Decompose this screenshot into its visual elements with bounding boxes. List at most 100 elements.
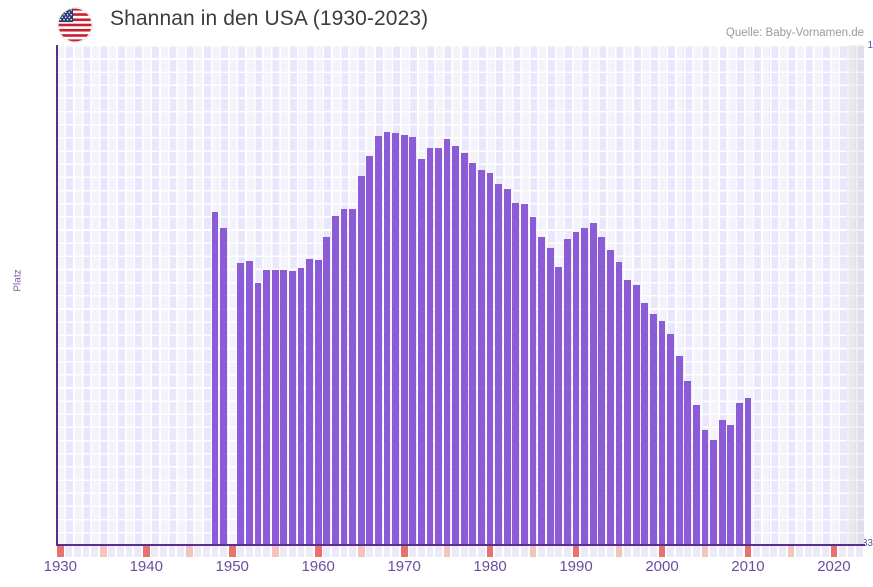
x-tick-marker	[99, 546, 107, 557]
bar[interactable]	[555, 266, 563, 545]
bar[interactable]	[546, 247, 554, 545]
bar[interactable]	[521, 203, 528, 545]
bar[interactable]	[288, 271, 296, 545]
x-tick-marker	[572, 546, 580, 557]
bar[interactable]	[211, 212, 219, 545]
bar[interactable]	[400, 135, 408, 545]
bar[interactable]	[735, 403, 743, 545]
x-tick-marker	[770, 546, 778, 557]
bar[interactable]	[607, 250, 614, 545]
x-tick-marker	[813, 546, 821, 557]
x-tick-marker	[761, 546, 769, 557]
bar[interactable]	[331, 215, 339, 545]
bar[interactable]	[220, 227, 227, 545]
bar[interactable]	[667, 334, 674, 545]
bar[interactable]	[589, 223, 597, 545]
bar[interactable]	[598, 236, 606, 545]
bar[interactable]	[306, 258, 313, 545]
bar[interactable]	[572, 232, 580, 545]
x-tick-marker	[598, 546, 606, 557]
bar[interactable]	[727, 424, 735, 545]
bar[interactable]	[280, 270, 288, 545]
bar[interactable]	[684, 380, 692, 545]
bar[interactable]	[701, 429, 709, 545]
bar[interactable]	[503, 189, 511, 545]
bar[interactable]	[624, 280, 631, 545]
bar[interactable]	[469, 162, 477, 545]
bar[interactable]	[254, 283, 262, 545]
bar[interactable]	[675, 355, 683, 545]
bar[interactable]	[443, 138, 451, 545]
bar[interactable]	[426, 147, 434, 545]
x-tick-marker	[658, 546, 666, 557]
bar[interactable]	[366, 156, 374, 545]
bar[interactable]	[710, 439, 717, 545]
x-tick-marker	[340, 546, 348, 557]
bar[interactable]	[383, 131, 391, 545]
x-tick-marker	[615, 546, 623, 557]
bar[interactable]	[271, 270, 279, 545]
bar[interactable]	[374, 136, 382, 545]
x-axis-tick-label: 2010	[731, 558, 765, 575]
x-tick-marker	[108, 546, 116, 557]
y-axis-label: Platz	[12, 269, 24, 292]
x-tick-marker	[632, 546, 640, 557]
bar[interactable]	[460, 152, 468, 545]
bar[interactable]	[349, 208, 356, 545]
bar[interactable]	[297, 268, 305, 545]
x-tick-marker	[56, 546, 64, 557]
bar[interactable]	[692, 405, 700, 545]
x-tick-marker	[478, 546, 485, 557]
bar[interactable]	[538, 237, 546, 545]
x-tick-marker	[65, 546, 73, 557]
bar[interactable]	[650, 313, 657, 545]
bar[interactable]	[392, 133, 399, 545]
bar[interactable]	[529, 216, 537, 545]
bar[interactable]	[452, 145, 460, 545]
bar[interactable]	[263, 270, 270, 545]
x-tick-marker	[546, 546, 554, 557]
bar[interactable]	[246, 260, 253, 545]
x-tick-marker	[383, 546, 391, 557]
bar[interactable]	[314, 260, 322, 545]
bar[interactable]	[417, 159, 425, 545]
bar[interactable]	[718, 419, 726, 545]
bar[interactable]	[478, 170, 485, 545]
bar[interactable]	[340, 208, 348, 545]
x-tick-marker	[357, 546, 365, 557]
us-flag-icon	[58, 8, 92, 42]
bar[interactable]	[495, 183, 503, 545]
x-tick-marker	[710, 546, 717, 557]
x-tick-marker	[409, 546, 417, 557]
bar[interactable]	[323, 236, 331, 545]
bar[interactable]	[486, 173, 494, 545]
x-tick-marker	[435, 546, 442, 557]
x-tick-marker	[847, 546, 855, 557]
bar[interactable]	[435, 148, 442, 545]
bar[interactable]	[615, 261, 623, 545]
x-tick-marker	[581, 546, 589, 557]
bar[interactable]	[581, 228, 589, 545]
x-axis-tick-label: 1980	[473, 558, 507, 575]
bar[interactable]	[237, 262, 245, 545]
x-tick-marker	[366, 546, 374, 557]
x-tick-marker	[203, 546, 210, 557]
bar[interactable]	[409, 137, 417, 545]
bar[interactable]	[641, 303, 649, 545]
x-tick-marker	[331, 546, 339, 557]
bar[interactable]	[632, 284, 640, 545]
bar[interactable]	[357, 175, 365, 545]
x-tick-marker	[692, 546, 700, 557]
x-tick-marker	[392, 546, 399, 557]
bar[interactable]	[512, 202, 520, 545]
x-tick-marker	[297, 546, 305, 557]
x-tick-marker	[641, 546, 649, 557]
bar[interactable]	[744, 398, 752, 545]
bar[interactable]	[564, 238, 571, 545]
bar[interactable]	[658, 320, 666, 545]
x-tick-marker	[134, 546, 142, 557]
no-data-overlay	[846, 45, 864, 545]
x-tick-marker	[589, 546, 597, 557]
x-tick-marker	[744, 546, 752, 557]
